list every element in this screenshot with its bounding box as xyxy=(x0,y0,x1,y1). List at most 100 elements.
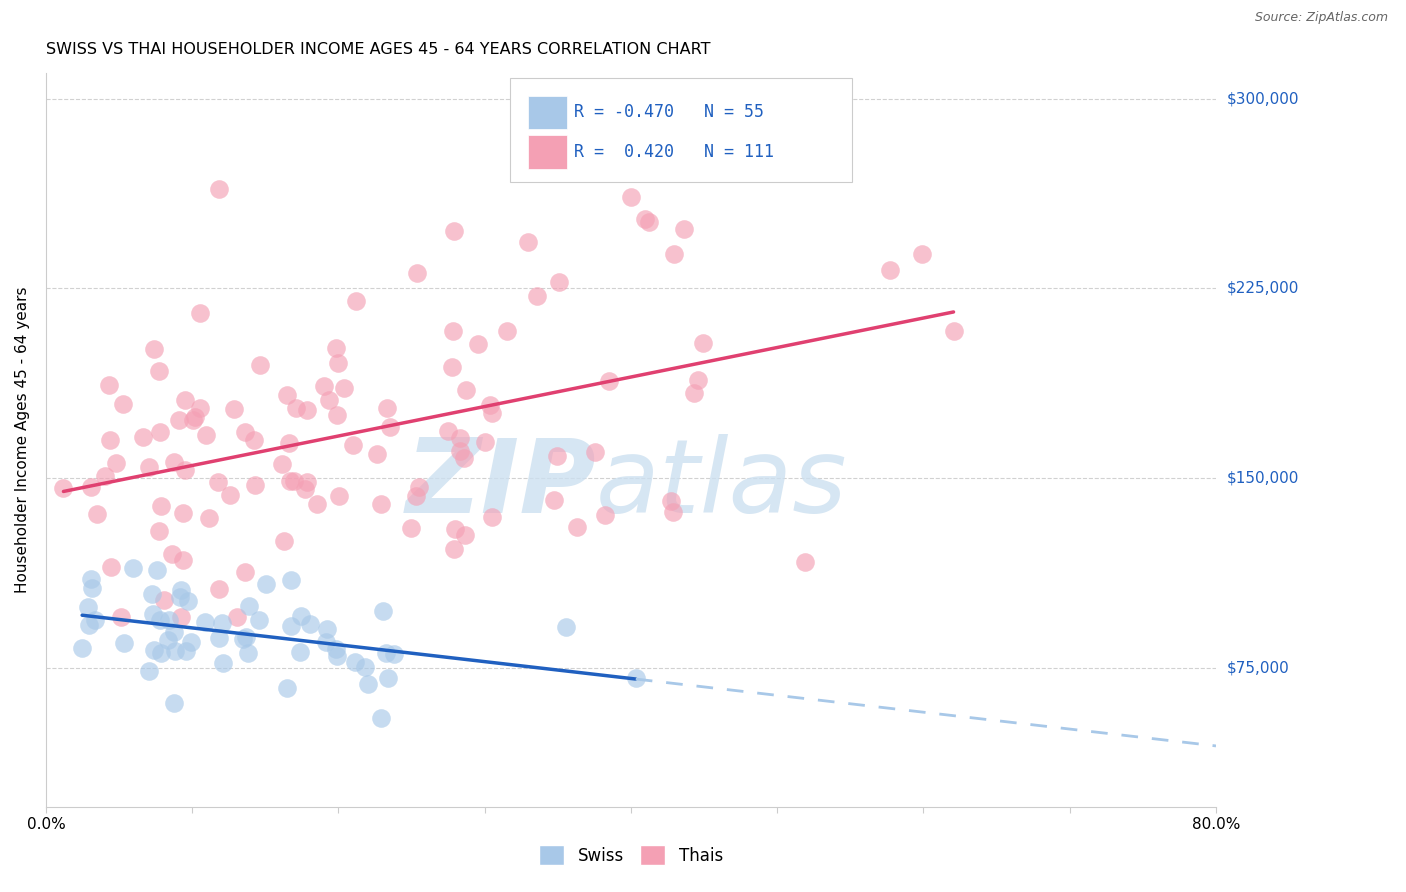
Point xyxy=(298,617,321,632)
Point xyxy=(399,521,422,535)
Point xyxy=(543,492,565,507)
Point xyxy=(52,481,75,495)
Point xyxy=(212,656,235,670)
Point xyxy=(326,356,349,370)
Point xyxy=(195,427,218,442)
Point xyxy=(408,480,430,494)
Point xyxy=(624,672,647,686)
Point xyxy=(180,634,202,648)
Point xyxy=(686,373,709,387)
Text: atlas: atlas xyxy=(596,434,848,534)
Point xyxy=(357,676,380,690)
Point xyxy=(163,625,186,640)
Point xyxy=(70,640,93,655)
Point xyxy=(634,212,657,227)
Point xyxy=(190,401,212,415)
Point xyxy=(177,594,200,608)
Legend: Swiss, Thais: Swiss, Thais xyxy=(533,838,730,872)
Text: SWISS VS THAI HOUSEHOLDER INCOME AGES 45 - 64 YEARS CORRELATION CHART: SWISS VS THAI HOUSEHOLDER INCOME AGES 45… xyxy=(46,42,710,57)
Point xyxy=(377,671,399,685)
Point xyxy=(181,412,204,426)
Point xyxy=(105,456,128,470)
Point xyxy=(83,613,105,627)
Point xyxy=(290,609,312,624)
Point xyxy=(169,590,191,604)
Point xyxy=(371,604,394,618)
Text: R = -0.470   N = 55: R = -0.470 N = 55 xyxy=(574,103,763,121)
Point xyxy=(148,524,170,538)
Point xyxy=(219,488,242,502)
Point xyxy=(378,420,401,434)
Point xyxy=(316,623,339,637)
Point xyxy=(232,632,254,646)
Point xyxy=(619,190,641,204)
Point xyxy=(98,433,121,447)
Point xyxy=(198,511,221,525)
Point xyxy=(353,660,375,674)
Point xyxy=(314,379,336,393)
Point xyxy=(112,635,135,649)
Point xyxy=(333,380,356,394)
Point xyxy=(370,497,392,511)
Point xyxy=(285,401,308,416)
Point xyxy=(149,499,172,513)
Point xyxy=(638,215,661,229)
Point xyxy=(598,374,620,388)
Point xyxy=(149,425,172,439)
Point xyxy=(318,392,340,407)
Point xyxy=(366,447,388,461)
Point xyxy=(208,632,231,646)
Point xyxy=(153,592,176,607)
Point xyxy=(305,497,328,511)
Point xyxy=(554,620,576,634)
Point xyxy=(526,289,548,303)
Point xyxy=(659,494,682,508)
Text: $150,000: $150,000 xyxy=(1227,471,1299,485)
Point xyxy=(238,599,260,613)
Point xyxy=(207,475,229,489)
Point xyxy=(436,424,458,438)
Point xyxy=(169,610,191,624)
Point xyxy=(100,560,122,574)
Point xyxy=(517,235,540,250)
Point xyxy=(911,247,934,261)
Point xyxy=(672,222,695,236)
Point xyxy=(276,387,298,401)
Point xyxy=(142,607,165,622)
Point xyxy=(546,449,568,463)
Point xyxy=(443,541,465,556)
Point xyxy=(325,342,347,356)
Point xyxy=(440,359,463,374)
Text: ZIP: ZIP xyxy=(405,434,596,534)
Point xyxy=(280,574,302,588)
Point xyxy=(370,711,392,725)
Point xyxy=(150,646,173,660)
Point xyxy=(278,436,301,450)
Point xyxy=(247,613,270,627)
Point xyxy=(315,635,337,649)
Point xyxy=(142,342,165,356)
Point xyxy=(325,641,347,656)
Point xyxy=(276,681,298,696)
Point xyxy=(233,566,256,580)
Point xyxy=(474,434,496,449)
Point xyxy=(496,324,519,338)
Point xyxy=(454,383,477,397)
Point xyxy=(157,613,180,627)
Point xyxy=(80,581,103,595)
Point xyxy=(224,402,246,417)
Text: $300,000: $300,000 xyxy=(1227,91,1299,106)
Point xyxy=(444,522,467,536)
Point xyxy=(160,547,183,561)
Point xyxy=(169,582,191,597)
Point xyxy=(80,480,103,494)
Point xyxy=(453,450,475,465)
Point xyxy=(879,263,901,277)
Point xyxy=(163,455,186,469)
Point xyxy=(481,407,503,421)
Point xyxy=(163,644,186,658)
Point xyxy=(565,520,588,534)
Point xyxy=(236,646,259,660)
Point xyxy=(344,655,367,669)
Point xyxy=(449,444,471,458)
